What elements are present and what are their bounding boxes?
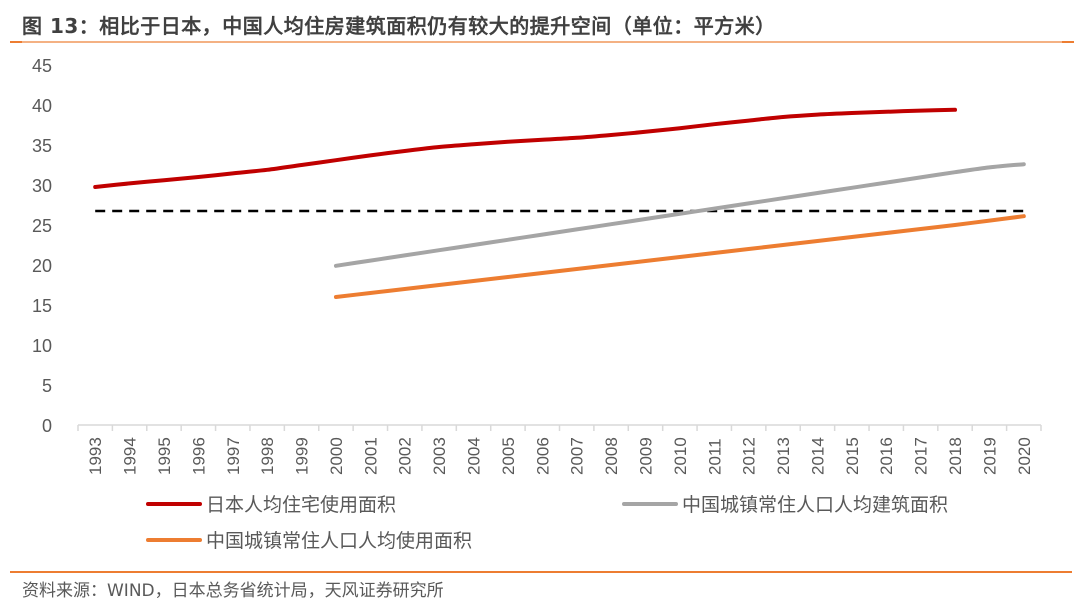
x-tick-label: 2014 (808, 437, 827, 475)
footer-divider (10, 571, 1072, 573)
x-tick-label: 2008 (602, 437, 621, 475)
legend-swatch-japan (146, 501, 202, 506)
x-tick-label: 2003 (430, 437, 449, 475)
source-note: 资料来源：WIND，日本总务省统计局，天风证券研究所 (22, 581, 444, 601)
y-tick-label: 35 (32, 136, 52, 156)
y-axis: 0 5 10 15 20 25 30 35 40 45 (32, 56, 52, 436)
chart-title: 图 13：相比于日本，中国人均住房建筑面积仍有较大的提升空间（单位：平方米） (22, 14, 776, 38)
x-axis: 1993 1994 1995 1996 1997 1998 1999 2000 2001 2002… (77, 424, 1042, 475)
y-tick-label: 45 (32, 56, 52, 76)
y-tick-label: 30 (32, 176, 52, 196)
legend-label-japan: 日本人均住宅使用面积 (206, 494, 397, 516)
y-tick-label: 10 (32, 336, 52, 356)
x-tick-label: 1993 (86, 437, 105, 475)
x-tick-label: 2013 (774, 437, 793, 475)
legend-swatch-china-building (622, 501, 678, 506)
x-tick-label: 2016 (877, 437, 896, 475)
x-tick-label: 2005 (499, 437, 518, 475)
y-tick-label: 20 (32, 256, 52, 276)
x-tick-label: 2010 (671, 437, 690, 475)
x-tick-label: 2002 (396, 437, 415, 475)
x-tick-label: 2019 (980, 437, 999, 475)
title-divider (10, 41, 1074, 43)
x-tick-label: 2009 (636, 437, 655, 475)
legend-item-japan: 日本人均住宅使用面积 (146, 490, 396, 517)
x-tick-label: 2000 (327, 437, 346, 475)
x-tick-label: 2004 (465, 437, 484, 475)
series-line-japan-usable-area (93, 107, 958, 189)
y-tick-label: 15 (32, 296, 52, 316)
x-tick-label: 1997 (224, 437, 243, 475)
x-tick-label: 2020 (1015, 437, 1034, 475)
x-tick-label: 2012 (740, 437, 759, 475)
x-tick-label: 2007 (568, 437, 587, 475)
x-tick-label: 2011 (705, 438, 724, 475)
legend-item-china-usable: 中国城镇常住人口人均使用面积 (146, 526, 472, 553)
legend-swatch-china-usable (146, 537, 202, 542)
y-tick-label: 25 (32, 216, 52, 236)
y-tick-label: 40 (32, 96, 52, 116)
series-group (93, 107, 1026, 299)
legend-item-china-building: 中国城镇常住人口人均建筑面积 (622, 490, 948, 517)
x-tick-label: 2018 (946, 437, 965, 475)
legend-label-china-building: 中国城镇常住人口人均建筑面积 (682, 494, 949, 516)
x-tick-label: 1998 (258, 437, 277, 475)
x-tick-label: 1996 (189, 437, 208, 475)
title-divider-accent-right (1062, 41, 1074, 43)
x-tick-label: 2006 (533, 437, 552, 475)
y-tick-label: 0 (42, 416, 52, 436)
series-line-china-building-area (333, 162, 1026, 268)
x-tick-label: 1994 (121, 437, 140, 475)
series-line-china-usable-area (333, 214, 1026, 299)
x-tick-label: 1995 (155, 437, 174, 475)
y-tick-label: 5 (42, 376, 52, 396)
x-tick-label: 2015 (843, 437, 862, 475)
legend-label-china-usable: 中国城镇常住人口人均使用面积 (206, 530, 473, 552)
x-tick-label: 2001 (361, 437, 380, 475)
title-divider-accent-left (10, 41, 22, 43)
x-tick-label: 2017 (912, 437, 931, 475)
x-tick-label: 1999 (293, 437, 312, 475)
